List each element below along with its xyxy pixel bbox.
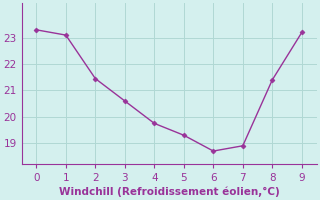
X-axis label: Windchill (Refroidissement éolien,°C): Windchill (Refroidissement éolien,°C) bbox=[59, 186, 279, 197]
